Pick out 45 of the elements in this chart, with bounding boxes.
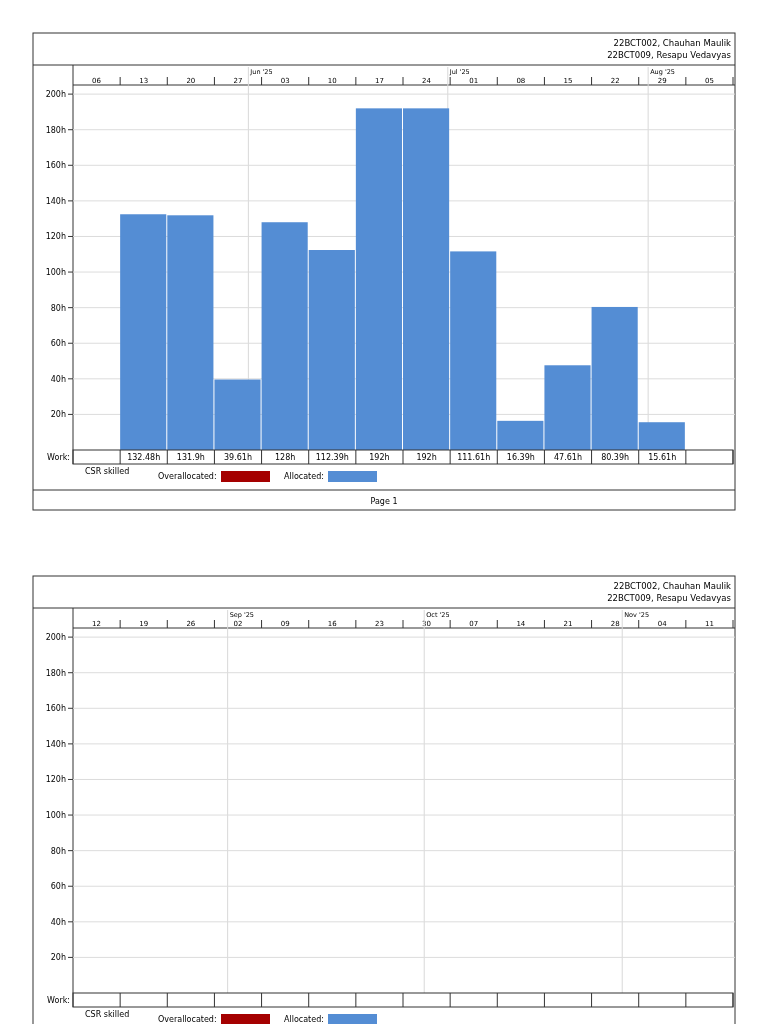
y-tick-label: 60h (50, 339, 66, 349)
text: CSR skilled (85, 467, 130, 476)
text: Page 1 (370, 497, 398, 506)
y-tick-label: 160h (45, 704, 66, 714)
data-label: 39.61h (224, 453, 252, 462)
y-tick-label: 80h (50, 846, 66, 856)
chart-subtitle: 22BCT009, Resapu Vedavyas (607, 50, 732, 60)
y-tick-label: 20h (50, 953, 66, 963)
y-tick-label: 40h (50, 917, 66, 927)
data-label: 131.9h (176, 453, 205, 462)
y-tick-label: 40h (50, 374, 66, 384)
data-label: 80.39h (601, 453, 630, 462)
y-tick-label: 60h (50, 882, 66, 892)
text: Work: (47, 996, 70, 1005)
chart-title: 22BCT002, Chauhan Maulik (613, 581, 732, 591)
y-tick-label: 140h (45, 196, 66, 206)
y-tick-label: 200h (45, 633, 66, 643)
data-label: 47.61h (554, 453, 582, 462)
chart-title: 22BCT002, Chauhan Maulik (613, 38, 732, 48)
text: CSR skilled (85, 1010, 130, 1019)
y-tick-label: 160h (45, 161, 66, 171)
y-tick-label: 100h (45, 811, 66, 821)
data-label: 112.39h (315, 453, 349, 462)
y-tick-label: 120h (45, 775, 66, 785)
data-label: 15.61h (648, 453, 677, 462)
text: Allocated: (284, 1015, 324, 1024)
chart-subtitle: 22BCT009, Resapu Vedavyas (607, 593, 732, 603)
text: Overallocated: (158, 472, 217, 481)
y-tick-label: 140h (45, 739, 66, 749)
y-tick-label: 120h (45, 232, 66, 242)
data-label: 111.61h (457, 453, 491, 462)
data-label: 128h (274, 453, 296, 462)
data-label: 192h (416, 453, 437, 462)
y-tick-label: 180h (45, 125, 66, 135)
data-label: 192h (369, 453, 390, 462)
text: Allocated: (284, 472, 324, 481)
text: Work: (47, 453, 70, 462)
data-label: 16.39h (506, 453, 535, 462)
text: Overallocated: (158, 1015, 217, 1024)
y-tick-label: 80h (50, 303, 66, 313)
y-tick-label: 180h (45, 668, 66, 678)
y-tick-label: 200h (45, 90, 66, 100)
data-label: 132.48h (127, 453, 161, 462)
y-tick-label: 20h (50, 410, 66, 420)
y-tick-label: 100h (45, 268, 66, 278)
